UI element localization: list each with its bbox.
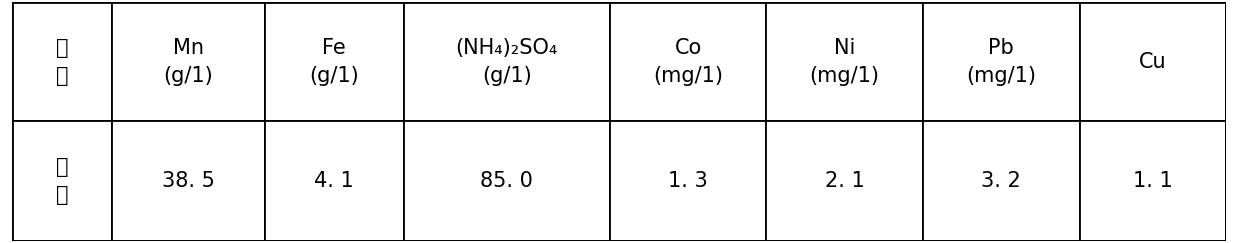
Text: 38. 5: 38. 5 [162,171,214,191]
Text: Co
(mg/1): Co (mg/1) [652,38,723,86]
Bar [265,122,404,241]
Text: Mn
(g/1): Mn (g/1) [163,38,213,86]
Bar [111,122,265,241]
Text: Cu: Cu [1139,52,1166,72]
Bar [12,122,111,241]
Text: 1. 3: 1. 3 [669,171,708,191]
Bar [265,2,404,122]
Text: Pb
(mg/1): Pb (mg/1) [967,38,1036,86]
Bar [404,122,609,241]
Bar [766,2,924,122]
Bar [766,122,924,241]
Text: 1. 1: 1. 1 [1133,171,1172,191]
Text: 85. 0: 85. 0 [480,171,534,191]
Bar [609,122,766,241]
Bar [924,122,1080,241]
Text: Ni
(mg/1): Ni (mg/1) [810,38,880,86]
Text: 含
量: 含 量 [56,157,68,205]
Text: 成
份: 成 份 [56,38,68,86]
Text: 2. 1: 2. 1 [825,171,864,191]
Text: 3. 2: 3. 2 [982,171,1021,191]
Bar [1080,2,1226,122]
Bar [12,2,111,122]
Bar [609,2,766,122]
Bar [1080,122,1226,241]
Text: 4. 1: 4. 1 [314,171,354,191]
Bar [404,2,609,122]
Bar [924,2,1080,122]
Bar [111,2,265,122]
Text: (NH₄)₂SO₄
(g/1): (NH₄)₂SO₄ (g/1) [456,38,558,86]
Text: Fe
(g/1): Fe (g/1) [310,38,359,86]
